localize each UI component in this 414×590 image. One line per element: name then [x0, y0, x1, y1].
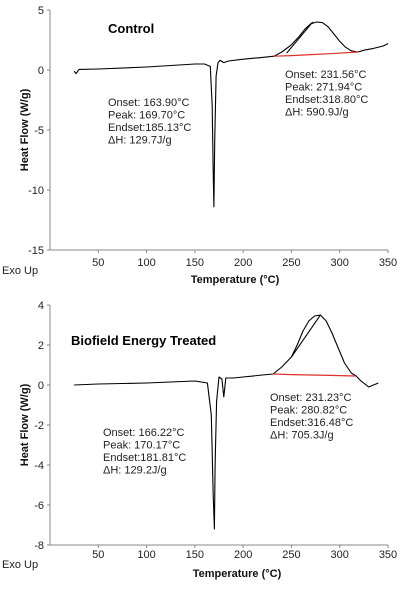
annotation-line: Onset: 231.23°C [270, 392, 352, 404]
y-tick-label: 2 [38, 340, 44, 352]
y-tick-label: 0 [38, 65, 44, 77]
x-tick-label: 350 [379, 549, 397, 561]
x-axis-label: Temperature (°C) [193, 568, 282, 580]
x-tick-label: 100 [137, 549, 155, 561]
y-tick-label: -10 [28, 185, 44, 197]
y-tick-label: -2 [34, 420, 44, 432]
x-tick-label: 50 [92, 257, 104, 269]
x-tick-label: 300 [331, 549, 349, 561]
y-tick-label: 5 [38, 5, 44, 17]
x-tick-label: 50 [92, 549, 104, 561]
y-tick-label: -5 [34, 125, 44, 137]
annotation-line: Peak: 271.94°C [285, 82, 362, 94]
chart-title: Biofield Energy Treated [71, 333, 216, 348]
annotation-line: Peak: 169.70°C [108, 110, 185, 122]
annotation-line: Endset:181.81°C [103, 452, 186, 464]
x-tick-label: 250 [282, 257, 300, 269]
annotation-line: Onset: 163.90°C [108, 97, 190, 109]
y-tick-label: -6 [34, 500, 44, 512]
annotation-line: Endset:185.13°C [108, 122, 191, 134]
x-tick-label: 100 [137, 257, 155, 269]
y-tick-label: -4 [34, 460, 44, 472]
exo-up-label: Exo Up [2, 559, 38, 571]
chart-panel-2: 4 2 0 -2 -4 -6 -8 50 100 150 200 250 300 350 Biofield … [2, 300, 397, 580]
y-axis-label: Heat Flow (W/g) [19, 88, 31, 171]
x-axis-label: Temperature (°C) [191, 274, 280, 286]
x-tick-label: 200 [234, 549, 252, 561]
y-axis-label: Heat Flow (W/g) [19, 383, 31, 466]
series-line-2 [273, 373, 356, 377]
series-line-3 [286, 21, 314, 54]
x-tick-label: 150 [186, 549, 204, 561]
annotation-line: Onset: 231.56°C [285, 69, 367, 81]
series-line-1 [73, 21, 389, 208]
exo-up-label: Exo Up [2, 265, 38, 277]
annotation-line: Endset:318.80°C [285, 94, 368, 106]
x-tick-label: 250 [282, 549, 300, 561]
x-tick-label: 200 [234, 257, 252, 269]
series-line-1 [74, 314, 379, 530]
x-tick-label: 300 [331, 257, 349, 269]
y-tick-label: 4 [38, 300, 44, 312]
y-tick-label: -15 [28, 245, 44, 257]
annotation-line: Peak: 170.17°C [103, 440, 180, 452]
annotation-line: Onset: 166.22°C [103, 427, 185, 439]
y-tick-label: 0 [38, 380, 44, 392]
y-tick-label: -8 [34, 540, 44, 552]
annotation-line: Peak: 280.82°C [270, 405, 347, 417]
annotation-line: ΔH: 705.3J/g [270, 430, 334, 442]
annotation-line: ΔH: 129.7J/g [108, 135, 172, 147]
x-tick-label: 150 [186, 257, 204, 269]
series-line-2 [273, 51, 359, 57]
series-line-3 [290, 314, 321, 358]
chart-title: Control [108, 21, 154, 36]
annotation-line: Endset:316.48°C [270, 417, 353, 429]
annotation-line: ΔH: 129.2J/g [103, 465, 167, 477]
x-tick-label: 350 [379, 257, 397, 269]
annotation-line: ΔH: 590.9J/g [285, 107, 349, 119]
